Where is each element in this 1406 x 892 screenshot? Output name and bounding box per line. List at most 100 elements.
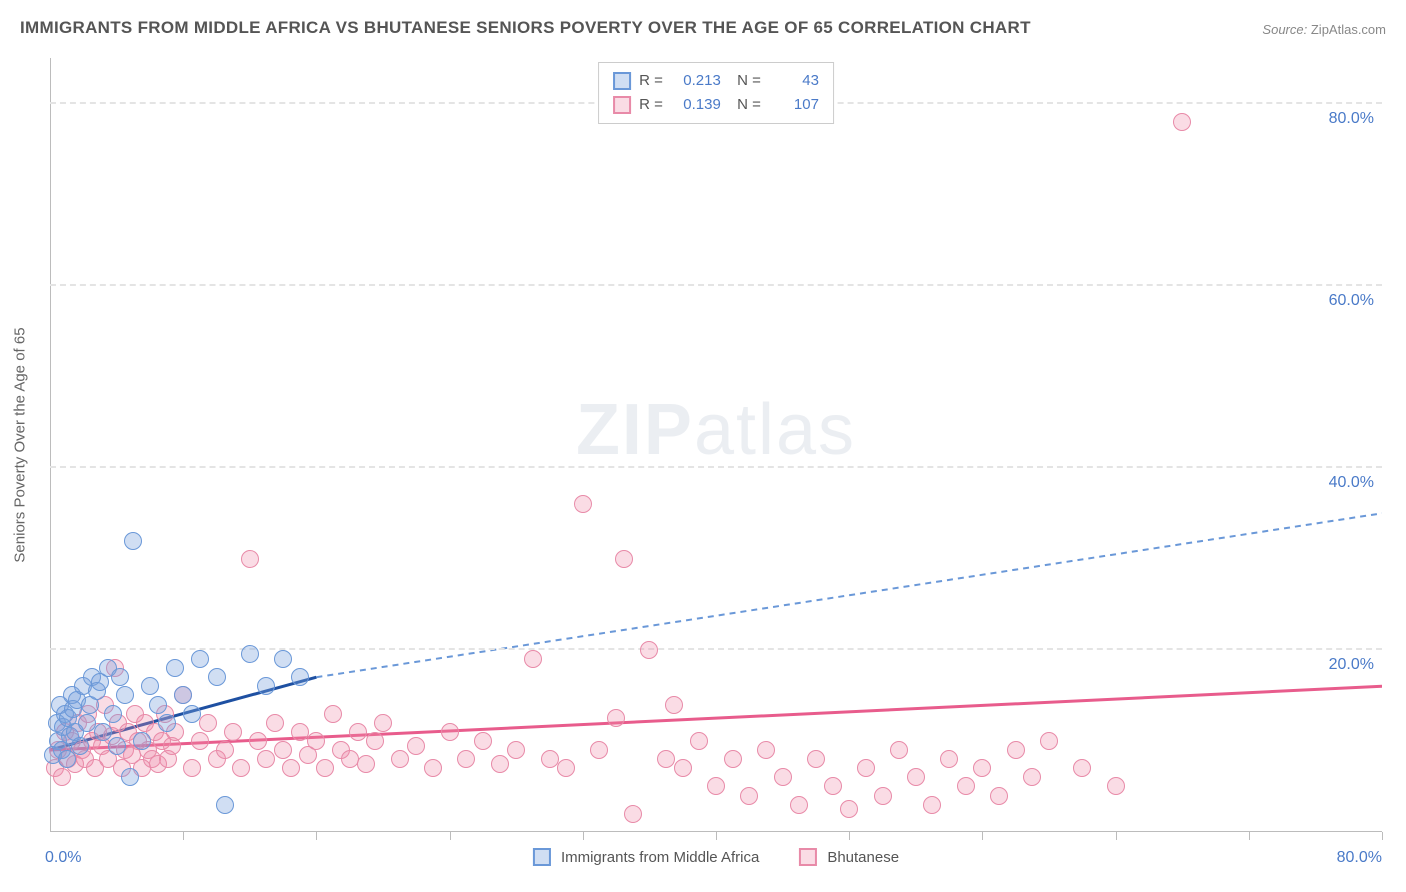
x-tick <box>982 832 983 840</box>
scatter-point-pink <box>249 732 267 750</box>
scatter-point-pink <box>807 750 825 768</box>
y-tick-label: 60.0% <box>1329 292 1374 310</box>
scatter-point-pink <box>424 759 442 777</box>
trend-line <box>316 513 1382 677</box>
scatter-point-pink <box>657 750 675 768</box>
scatter-point-pink <box>291 723 309 741</box>
x-tick <box>183 832 184 840</box>
scatter-point-pink <box>349 723 367 741</box>
scatter-point-pink <box>324 705 342 723</box>
scatter-point-blue <box>149 696 167 714</box>
stat-R-label: R = <box>639 69 663 93</box>
scatter-point-pink <box>1107 777 1125 795</box>
x-tick <box>316 832 317 840</box>
scatter-point-pink <box>199 714 217 732</box>
legend-item-pink: Bhutanese <box>799 848 899 866</box>
scatter-point-pink <box>507 741 525 759</box>
scatter-point-pink <box>774 768 792 786</box>
scatter-point-pink <box>574 495 592 513</box>
x-tick <box>1116 832 1117 840</box>
scatter-point-blue <box>257 677 275 695</box>
scatter-point-pink <box>407 737 425 755</box>
scatter-point-blue <box>216 796 234 814</box>
x-tick <box>849 832 850 840</box>
scatter-point-pink <box>940 750 958 768</box>
scatter-point-blue <box>274 650 292 668</box>
legend-item-blue: Immigrants from Middle Africa <box>533 848 759 866</box>
scatter-point-pink <box>53 768 71 786</box>
scatter-point-pink <box>724 750 742 768</box>
scatter-point-blue <box>158 714 176 732</box>
scatter-point-pink <box>557 759 575 777</box>
scatter-point-pink <box>374 714 392 732</box>
scatter-point-blue <box>78 714 96 732</box>
scatter-point-pink <box>1040 732 1058 750</box>
scatter-point-pink <box>1173 113 1191 131</box>
scatter-point-pink <box>441 723 459 741</box>
bottom-legend: Immigrants from Middle Africa Bhutanese <box>533 848 899 866</box>
x-tick <box>1249 832 1250 840</box>
scatter-point-blue <box>208 668 226 686</box>
scatter-point-pink <box>590 741 608 759</box>
scatter-point-pink <box>874 787 892 805</box>
scatter-point-pink <box>665 696 683 714</box>
scatter-point-pink <box>266 714 284 732</box>
x-tick <box>1382 832 1383 840</box>
y-tick-label: 20.0% <box>1329 656 1374 674</box>
chart-title: IMMIGRANTS FROM MIDDLE AFRICA VS BHUTANE… <box>20 18 1031 38</box>
swatch-pink <box>613 96 631 114</box>
scatter-point-blue <box>241 645 259 663</box>
x-tick <box>583 832 584 840</box>
legend-swatch-pink <box>799 848 817 866</box>
plot: 20.0% 40.0% 60.0% 80.0% <box>50 58 1382 832</box>
scatter-point-pink <box>282 759 300 777</box>
scatter-point-blue <box>291 668 309 686</box>
scatter-point-pink <box>366 732 384 750</box>
chart-source: Source: ZipAtlas.com <box>1262 22 1386 37</box>
stat-N-pink: 107 <box>769 93 819 117</box>
scatter-point-pink <box>640 641 658 659</box>
scatter-point-pink <box>241 550 259 568</box>
legend-label-pink: Bhutanese <box>827 849 899 866</box>
scatter-point-pink <box>707 777 725 795</box>
y-axis-title: Seniors Poverty Over the Age of 65 <box>12 327 29 562</box>
scatter-point-blue <box>111 668 129 686</box>
scatter-point-pink <box>391 750 409 768</box>
chart-container: IMMIGRANTS FROM MIDDLE AFRICA VS BHUTANE… <box>0 0 1406 892</box>
y-tick-label: 40.0% <box>1329 474 1374 492</box>
scatter-point-pink <box>274 741 292 759</box>
scatter-point-pink <box>1007 741 1025 759</box>
scatter-point-pink <box>232 759 250 777</box>
trend-lines <box>50 58 1382 832</box>
x-tick <box>716 832 717 840</box>
scatter-point-pink <box>923 796 941 814</box>
scatter-point-pink <box>607 709 625 727</box>
scatter-point-pink <box>216 741 234 759</box>
scatter-point-pink <box>474 732 492 750</box>
scatter-point-pink <box>907 768 925 786</box>
scatter-point-pink <box>224 723 242 741</box>
scatter-point-pink <box>257 750 275 768</box>
scatter-point-blue <box>121 768 139 786</box>
scatter-point-pink <box>541 750 559 768</box>
scatter-point-blue <box>191 650 209 668</box>
stat-R-blue: 0.213 <box>671 69 721 93</box>
scatter-point-pink <box>624 805 642 823</box>
swatch-blue <box>613 72 631 90</box>
scatter-point-pink <box>990 787 1008 805</box>
scatter-point-blue <box>166 659 184 677</box>
scatter-point-pink <box>790 796 808 814</box>
x-tick <box>450 832 451 840</box>
scatter-point-pink <box>615 550 633 568</box>
scatter-point-pink <box>307 732 325 750</box>
y-tick-label: 80.0% <box>1329 110 1374 128</box>
legend-label-blue: Immigrants from Middle Africa <box>561 849 759 866</box>
stat-N-label: N = <box>729 69 761 93</box>
source-label: Source: <box>1262 22 1307 37</box>
stats-row-pink: R = 0.139 N = 107 <box>613 93 819 117</box>
scatter-point-pink <box>191 732 209 750</box>
scatter-point-blue <box>133 732 151 750</box>
scatter-point-pink <box>824 777 842 795</box>
scatter-point-blue <box>116 686 134 704</box>
scatter-point-pink <box>1073 759 1091 777</box>
